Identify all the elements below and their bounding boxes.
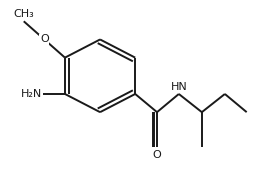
Text: HN: HN — [170, 82, 187, 91]
Text: H₂N: H₂N — [21, 89, 42, 99]
Text: CH₃: CH₃ — [13, 9, 34, 19]
Text: O: O — [40, 35, 49, 44]
Text: O: O — [153, 150, 161, 160]
